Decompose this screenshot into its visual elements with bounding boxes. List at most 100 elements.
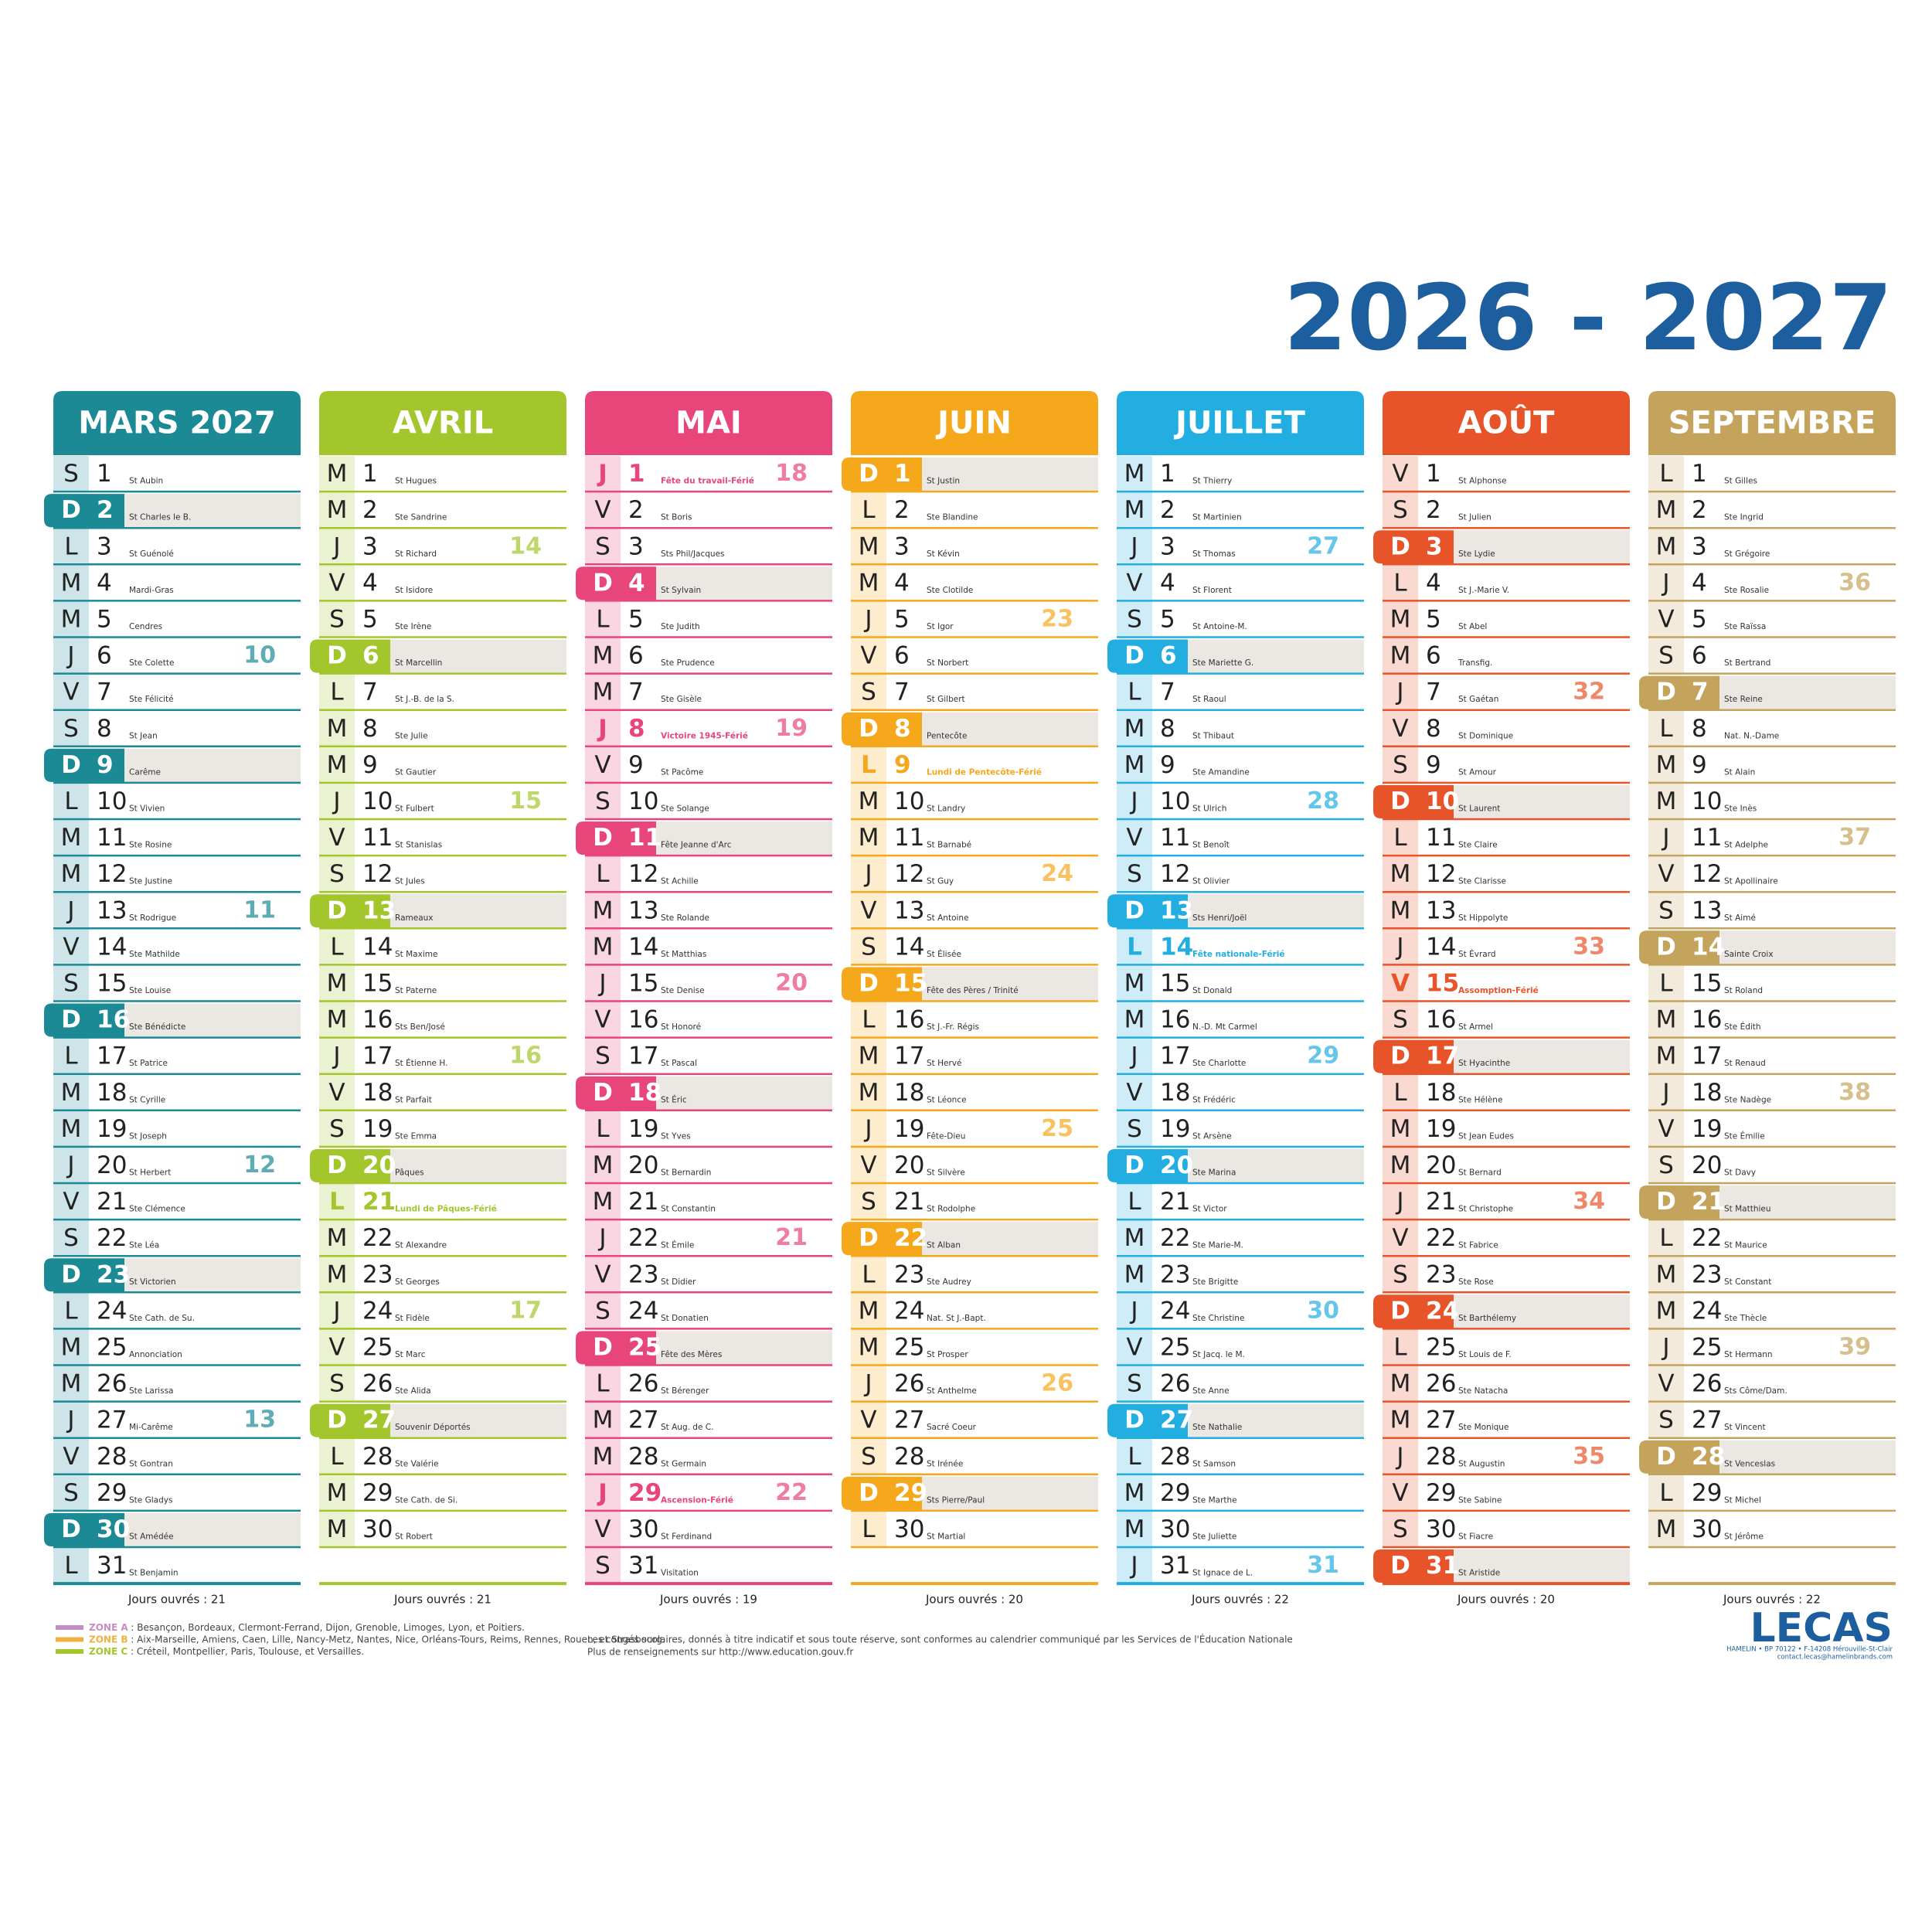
weekday-letter: D	[859, 715, 879, 743]
weekday-letter: M	[327, 715, 348, 743]
weekday-letter: J	[597, 715, 607, 743]
weekday-letter: V	[594, 1515, 611, 1543]
day-number: 6	[362, 642, 379, 670]
saint-name: Fête du travail-Férié	[661, 477, 754, 486]
day-number: 23	[628, 1260, 658, 1288]
day-number: 12	[362, 860, 393, 888]
month-header	[53, 391, 301, 455]
day-letter-cell	[1383, 1147, 1418, 1184]
day-number: 30	[1692, 1515, 1722, 1543]
day-number: 14	[1692, 933, 1725, 961]
day-number: 15	[1692, 969, 1722, 997]
saint-name: Ste Prudence	[661, 658, 715, 668]
weekday-letter: V	[1392, 1224, 1408, 1252]
saint-name: St Renaud	[1724, 1059, 1766, 1068]
weekday-letter: M	[1656, 532, 1677, 560]
saint-name: St Bertrand	[1724, 658, 1770, 668]
day-number: 26	[1692, 1370, 1722, 1398]
day-letter-cell	[1648, 638, 1684, 675]
day-number: 8	[628, 715, 645, 743]
sunday-shade	[919, 712, 1098, 746]
saint-name: Ste Amandine	[1192, 767, 1250, 777]
day-number: 22	[362, 1224, 393, 1252]
weekday-letter: S	[329, 860, 345, 888]
day-number: 29	[1692, 1479, 1722, 1507]
saint-name: Ste Mariette G.	[1192, 658, 1253, 668]
sunday-shade	[919, 1222, 1098, 1256]
day-letter-cell	[1383, 1366, 1418, 1403]
day-letter-cell	[53, 1111, 89, 1148]
sunday-badge	[44, 748, 124, 782]
day-letter-cell	[585, 1184, 621, 1221]
day-number: 19	[97, 1115, 127, 1143]
saint-name: St Boris	[661, 513, 692, 522]
day-number: 15	[362, 969, 393, 997]
sunday-badge	[842, 457, 922, 492]
day-number: 10	[894, 787, 924, 815]
day-number: 22	[97, 1224, 127, 1252]
weekday-letter: J	[863, 860, 872, 888]
weekday-letter: S	[63, 1224, 79, 1252]
day-letter-cell	[851, 565, 886, 602]
day-letter-cell	[585, 638, 621, 675]
week-number: 27	[1307, 532, 1339, 560]
day-number: 14	[97, 933, 127, 961]
zone-legend: ZONE C : Créteil, Montpellier, Paris, To…	[89, 1646, 364, 1657]
weekday-letter: L	[862, 1006, 876, 1034]
day-number: 10	[1692, 787, 1722, 815]
month-header	[585, 391, 832, 455]
day-number: 24	[1160, 1297, 1190, 1325]
weekday-letter: L	[330, 933, 344, 961]
saint-name: Ste Rosalie	[1724, 586, 1769, 595]
saint-name: St Matthieu	[1724, 1205, 1771, 1214]
day-number: 6	[1692, 642, 1707, 670]
day-number: 26	[628, 1370, 658, 1398]
weekday-letter: V	[1658, 1115, 1674, 1143]
day-number: 13	[1426, 896, 1456, 924]
saint-name: St J.-B. de la S.	[395, 695, 454, 704]
day-letter-cell	[53, 856, 89, 893]
saint-name: Ste Marina	[1192, 1168, 1236, 1177]
month-name: MARS 2027	[78, 406, 276, 441]
working-days: Jours ouvrés : 19	[659, 1593, 757, 1607]
day-letter-cell	[319, 1074, 355, 1111]
saint-name: Ste Mathilde	[129, 950, 180, 959]
sunday-shade	[1451, 1549, 1630, 1583]
weekday-letter: M	[1124, 1006, 1145, 1034]
weekday-letter: L	[1659, 460, 1673, 488]
weekday-letter: J	[1129, 787, 1138, 815]
day-number: 6	[1426, 642, 1441, 670]
saint-name: Ste Anne	[1192, 1386, 1230, 1396]
weekday-letter: S	[329, 605, 345, 633]
weekday-letter: J	[597, 969, 606, 997]
weekday-letter: L	[862, 1515, 876, 1543]
saint-name: Sts Côme/Dam.	[1724, 1386, 1787, 1396]
day-number: 1	[894, 460, 911, 488]
saint-name: Ste Gisèle	[661, 695, 702, 704]
weekday-letter: M	[593, 679, 614, 706]
saint-name: St Michel	[1724, 1495, 1761, 1505]
saint-name: St Victor	[1192, 1205, 1227, 1214]
sunday-badge	[842, 1222, 922, 1256]
weekday-letter: M	[327, 969, 348, 997]
day-number: 7	[894, 679, 910, 706]
day-letter-cell	[585, 1002, 621, 1039]
day-letter-cell	[1648, 1511, 1684, 1548]
day-number: 24	[894, 1297, 924, 1325]
day-number: 3	[1160, 532, 1175, 560]
day-number: 2	[894, 496, 910, 524]
saint-name: St Adelphe	[1724, 841, 1768, 850]
day-number: 18	[628, 1079, 662, 1107]
day-letter-cell	[1648, 565, 1684, 602]
day-letter-cell	[585, 893, 621, 930]
weekday-letter: M	[593, 933, 614, 961]
weekday-letter: M	[327, 751, 348, 779]
saint-name: Ste Solange	[661, 804, 709, 813]
day-number: 31	[97, 1552, 127, 1580]
week-number: 35	[1573, 1443, 1605, 1470]
day-letter-cell	[585, 1402, 621, 1439]
day-number: 19	[1426, 1115, 1456, 1143]
day-number: 14	[628, 933, 658, 961]
sunday-badge	[310, 894, 390, 928]
